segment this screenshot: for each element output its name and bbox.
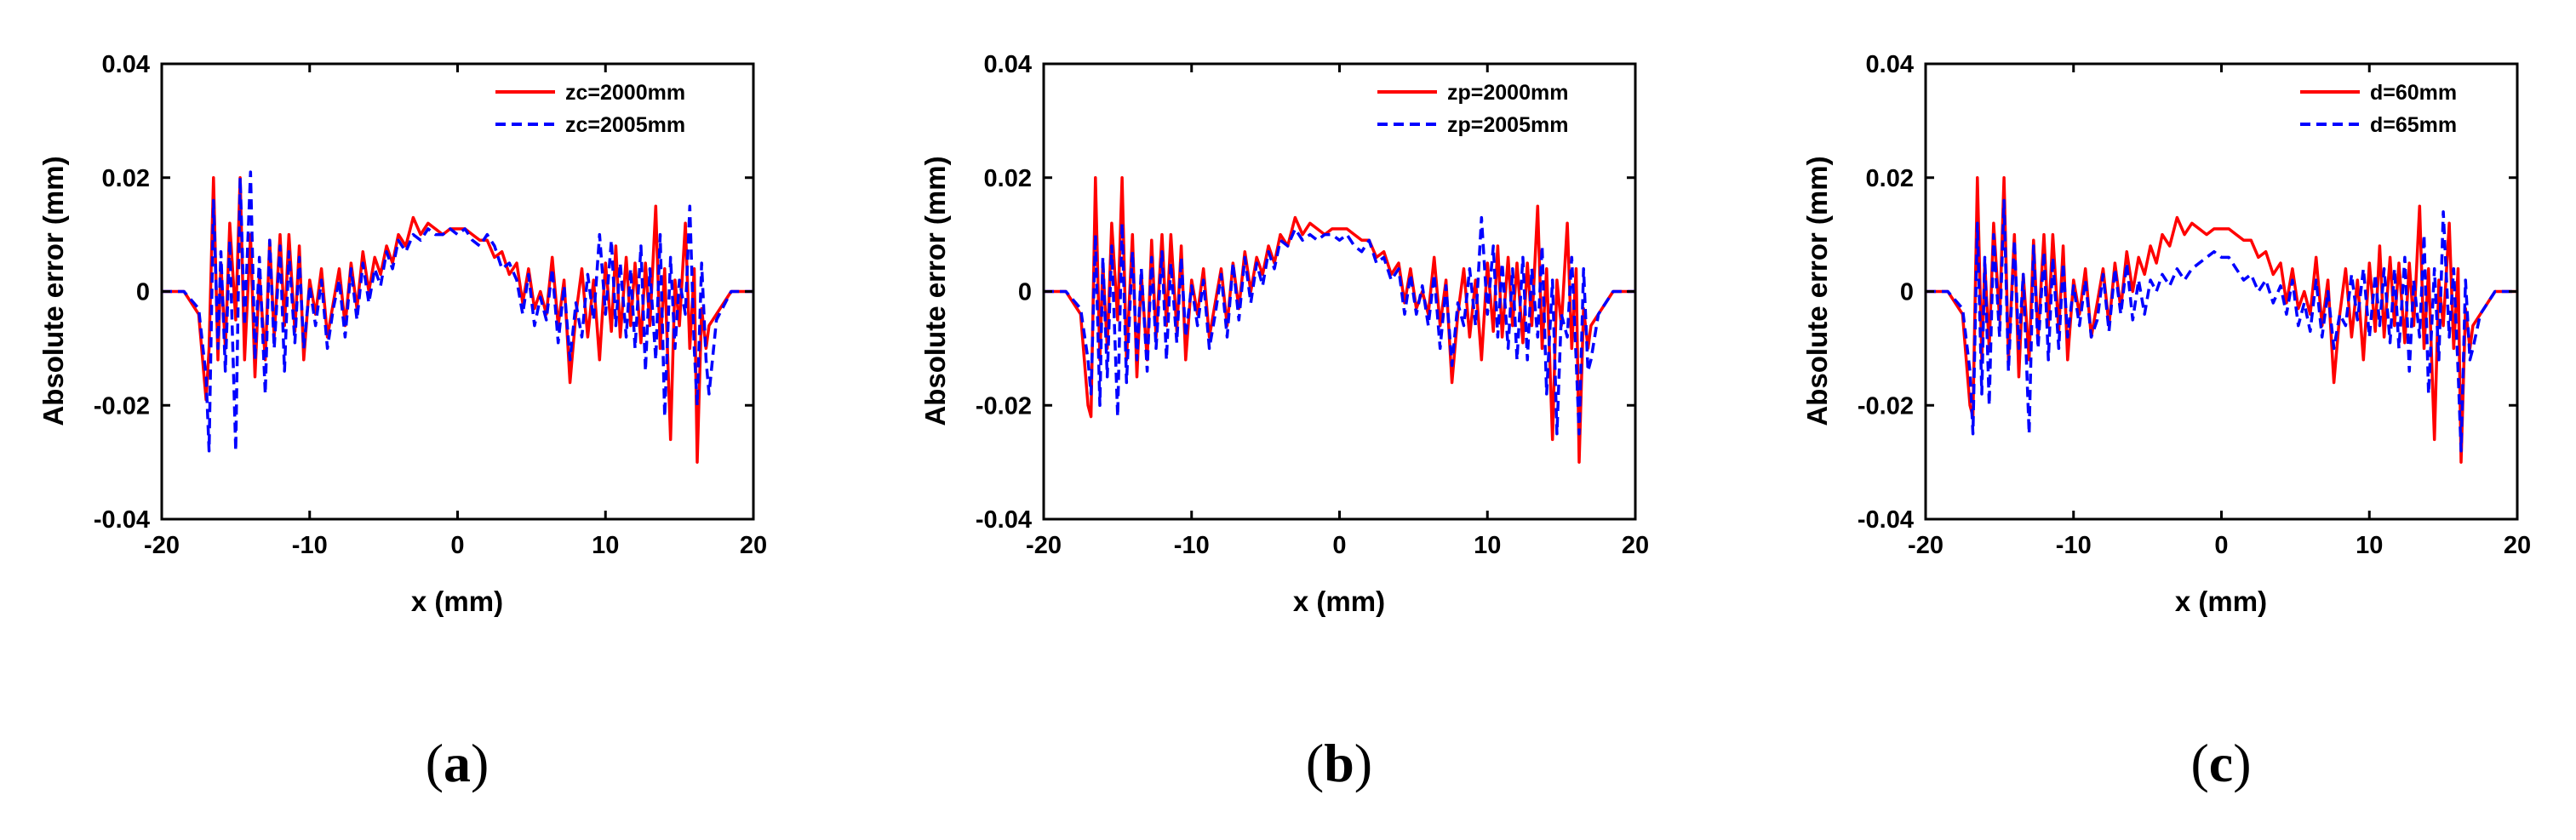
- y-tick-label: 0.02: [1866, 165, 1914, 192]
- y-tick-label: 0.04: [1866, 51, 1914, 78]
- x-tick-label: -10: [292, 532, 328, 559]
- y-tick-label: 0.04: [984, 51, 1032, 78]
- panel-label-a: (a): [425, 733, 489, 793]
- x-tick-label: -20: [144, 532, 180, 559]
- y-tick-label: -0.02: [976, 392, 1032, 420]
- x-tick-label: 20: [1622, 532, 1649, 559]
- y-tick-label: -0.04: [1858, 506, 1914, 534]
- x-tick-label: 10: [1474, 532, 1501, 559]
- x-tick-label: 0: [1332, 532, 1346, 559]
- y-tick-label: -0.02: [94, 392, 150, 420]
- x-tick-label: 0: [2214, 532, 2228, 559]
- y-tick-label: 0.04: [102, 51, 150, 78]
- panel-label-c: (c): [2190, 733, 2252, 793]
- y-axis-label: Absolute error (mm): [37, 156, 69, 426]
- x-axis-label: x (mm): [411, 586, 503, 617]
- y-axis-label: Absolute error (mm): [1801, 156, 1833, 426]
- y-tick-label: 0.02: [984, 165, 1032, 192]
- legend-label-series-2: zc=2005mm: [565, 113, 685, 137]
- legend-label-series-1: zc=2000mm: [565, 81, 685, 105]
- series-line-2: [1926, 198, 2517, 453]
- legend-label-series-2: zp=2005mm: [1447, 113, 1568, 137]
- legend-label-series-1: zp=2000mm: [1447, 81, 1568, 105]
- x-tick-label: 0: [450, 532, 464, 559]
- legend: zp=2000mm zp=2005mm: [1367, 73, 1623, 141]
- series-layer: [1926, 176, 2517, 464]
- x-tick-label: -10: [2056, 532, 2092, 559]
- legend-label-series-2: d=65mm: [2370, 113, 2457, 137]
- series-layer: [162, 170, 753, 464]
- x-tick-label: -20: [1026, 532, 1062, 559]
- legend: d=60mm d=65mm: [2290, 73, 2504, 141]
- chart-panel-c: -20 -10 0 10 20 -0.04 -0.02 0 0.02 0.04 x (mm) Ab…: [1801, 51, 2531, 617]
- tick-layer: -20 -10 0 10 20 -0.04 -0.02 0 0.02 0.04: [976, 51, 1649, 559]
- y-tick-label: 0: [136, 279, 150, 306]
- y-tick-label: -0.04: [976, 506, 1032, 534]
- series-layer: [1044, 176, 1635, 464]
- y-tick-label: 0: [1900, 279, 1914, 306]
- x-tick-label: 10: [592, 532, 619, 559]
- y-axis-label: Absolute error (mm): [919, 156, 951, 426]
- legend-label-series-1: d=60mm: [2370, 81, 2457, 105]
- x-tick-label: 10: [2356, 532, 2383, 559]
- x-axis-label: x (mm): [2175, 586, 2267, 617]
- y-tick-label: 0.02: [102, 165, 150, 192]
- series-line-1: [1926, 176, 2517, 464]
- x-tick-label: 20: [740, 532, 767, 559]
- x-tick-label: 20: [2504, 532, 2531, 559]
- panel-label-b: (b): [1305, 733, 1373, 793]
- x-axis-label: x (mm): [1293, 586, 1385, 617]
- series-line-2: [1044, 215, 1635, 436]
- y-tick-label: -0.04: [94, 506, 150, 534]
- chart-panel-b: -20 -10 0 10 20 -0.04 -0.02 0 0.02 0.04 x (mm) Ab…: [919, 51, 1649, 617]
- legend: zc=2000mm zc=2005mm: [485, 73, 741, 141]
- x-tick-label: -20: [1908, 532, 1943, 559]
- y-tick-label: -0.02: [1858, 392, 1914, 420]
- y-tick-label: 0: [1018, 279, 1032, 306]
- tick-layer: -20 -10 0 10 20 -0.04 -0.02 0 0.02 0.04: [1858, 51, 2531, 559]
- tick-layer: -20 -10 0 10 20 -0.04 -0.02 0 0.02 0.04: [94, 51, 767, 559]
- x-tick-label: -10: [1174, 532, 1210, 559]
- series-line-2: [162, 170, 753, 453]
- chart-panel-a: -20 -10 0 10 20 -0.04 -0.02 0 0.02 0.04 x (mm) Ab…: [37, 51, 767, 617]
